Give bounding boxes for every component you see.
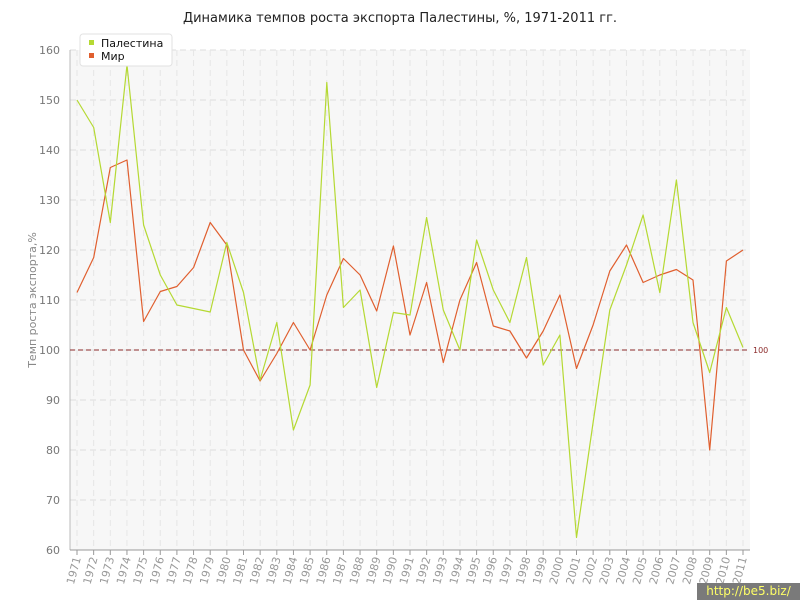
legend-label-palestine: Палестина xyxy=(101,37,163,50)
axes xyxy=(69,50,750,555)
legend-label-world: Мир xyxy=(101,50,125,63)
reference-line-label: 100 xyxy=(753,346,768,355)
y-tick-label: 110 xyxy=(39,294,60,307)
y-axis-label: Темп роста экспорта,% xyxy=(26,232,39,369)
y-tick-label: 60 xyxy=(46,544,60,557)
y-tick-labels: 60 70 80 90 100 110 120 130 140 150 160 xyxy=(39,44,60,557)
x-tick-labels: 1971197219731974197519761977197819791980… xyxy=(64,555,750,585)
legend-box xyxy=(79,33,173,67)
y-tick-label: 120 xyxy=(39,244,60,257)
legend: Палестина Мир xyxy=(79,33,173,67)
y-tick-label: 130 xyxy=(39,194,60,207)
x-gridlines xyxy=(76,50,744,550)
y-tick-label: 150 xyxy=(39,94,60,107)
series-line-world xyxy=(76,159,744,451)
y-tick-label: 90 xyxy=(46,394,60,407)
y-tick-label: 100 xyxy=(39,344,60,357)
series-layer xyxy=(76,64,744,539)
y-tick-label: 160 xyxy=(39,44,60,57)
y-tick-label: 70 xyxy=(46,494,60,507)
reference-line-group: 100 xyxy=(70,346,768,355)
y-tick-label: 140 xyxy=(39,144,60,157)
watermark[interactable]: http://be5.biz/ xyxy=(697,583,800,600)
series-line-palestine xyxy=(76,64,744,539)
chart-title: Динамика темпов роста экспорта Палестины… xyxy=(183,11,617,26)
legend-swatch-palestine xyxy=(89,40,94,45)
x-tick-label: 2011 xyxy=(730,555,750,585)
legend-swatch-world xyxy=(89,53,94,58)
y-tick-label: 80 xyxy=(46,444,60,457)
